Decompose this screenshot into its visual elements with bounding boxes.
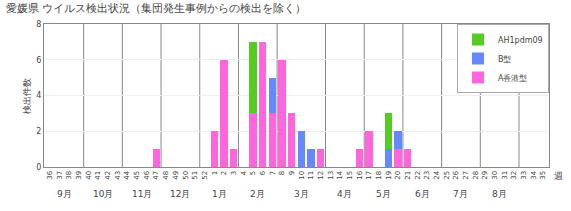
svg-text:検出件数: 検出件数 <box>22 78 32 114</box>
svg-text:4月: 4月 <box>337 189 352 199</box>
svg-text:AH1pdm09: AH1pdm09 <box>498 36 543 45</box>
svg-text:週: 週 <box>554 171 563 181</box>
svg-text:1: 1 <box>211 171 219 175</box>
svg-text:20: 20 <box>394 171 402 180</box>
svg-text:2: 2 <box>220 171 228 175</box>
svg-text:21: 21 <box>404 171 412 180</box>
svg-text:31: 31 <box>501 171 509 180</box>
svg-text:15: 15 <box>346 171 354 180</box>
svg-text:2: 2 <box>36 127 41 136</box>
svg-text:30: 30 <box>491 171 499 180</box>
svg-text:24: 24 <box>433 170 441 179</box>
svg-text:2月: 2月 <box>250 189 265 199</box>
svg-text:7月: 7月 <box>453 189 468 199</box>
svg-text:16: 16 <box>356 170 364 179</box>
svg-text:13: 13 <box>327 171 335 180</box>
svg-text:19: 19 <box>385 171 393 180</box>
svg-text:12月: 12月 <box>170 189 190 199</box>
svg-text:8月: 8月 <box>492 189 507 199</box>
svg-text:4: 4 <box>240 170 248 175</box>
svg-text:47: 47 <box>152 171 160 180</box>
svg-text:32: 32 <box>510 171 518 180</box>
svg-text:46: 46 <box>143 170 151 179</box>
svg-text:39: 39 <box>75 171 83 180</box>
svg-text:40: 40 <box>85 171 93 180</box>
svg-text:5月: 5月 <box>376 189 391 199</box>
svg-text:6: 6 <box>259 170 267 175</box>
svg-text:0: 0 <box>36 163 41 172</box>
svg-text:48: 48 <box>162 171 170 180</box>
svg-text:50: 50 <box>182 171 190 180</box>
svg-text:28: 28 <box>472 171 480 180</box>
svg-text:35: 35 <box>539 171 547 180</box>
svg-text:1月: 1月 <box>212 189 227 199</box>
svg-text:33: 33 <box>520 171 528 180</box>
svg-text:6月: 6月 <box>415 189 430 199</box>
svg-text:9: 9 <box>288 171 296 175</box>
svg-text:23: 23 <box>423 171 431 180</box>
svg-text:11月: 11月 <box>132 189 152 199</box>
svg-text:18: 18 <box>375 171 383 180</box>
svg-text:41: 41 <box>94 171 102 180</box>
svg-text:49: 49 <box>172 171 180 180</box>
svg-text:7: 7 <box>269 171 277 175</box>
svg-text:44: 44 <box>123 170 131 179</box>
svg-text:4: 4 <box>36 91 41 100</box>
svg-text:27: 27 <box>462 171 470 180</box>
svg-text:11: 11 <box>307 171 315 180</box>
svg-text:3月: 3月 <box>294 189 309 199</box>
svg-text:38: 38 <box>65 171 73 180</box>
svg-text:17: 17 <box>365 171 373 180</box>
svg-text:14: 14 <box>336 170 344 179</box>
svg-text:34: 34 <box>530 170 538 179</box>
svg-text:45: 45 <box>133 171 141 180</box>
svg-text:A香港型: A香港型 <box>498 74 527 83</box>
svg-text:3: 3 <box>230 171 238 175</box>
svg-text:51: 51 <box>191 171 199 180</box>
svg-text:26: 26 <box>452 170 460 179</box>
svg-text:42: 42 <box>104 171 112 180</box>
svg-text:43: 43 <box>114 171 122 180</box>
svg-text:8: 8 <box>36 20 41 29</box>
svg-text:10: 10 <box>298 171 306 180</box>
svg-text:52: 52 <box>201 171 209 180</box>
svg-text:8: 8 <box>278 171 286 175</box>
svg-text:愛媛県 ウイルス検出状況（集団発生事例からの検出を除く）: 愛媛県 ウイルス検出状況（集団発生事例からの検出を除く） <box>6 2 307 15</box>
svg-text:6: 6 <box>36 56 41 65</box>
svg-text:B型: B型 <box>498 55 512 64</box>
svg-text:10月: 10月 <box>93 189 113 199</box>
svg-text:22: 22 <box>414 171 422 180</box>
svg-text:29: 29 <box>481 171 489 180</box>
svg-text:12: 12 <box>317 171 325 180</box>
svg-text:25: 25 <box>443 171 451 180</box>
svg-text:9月: 9月 <box>57 189 72 199</box>
svg-text:5: 5 <box>249 171 257 175</box>
svg-text:36: 36 <box>46 170 54 179</box>
svg-text:37: 37 <box>56 171 64 180</box>
